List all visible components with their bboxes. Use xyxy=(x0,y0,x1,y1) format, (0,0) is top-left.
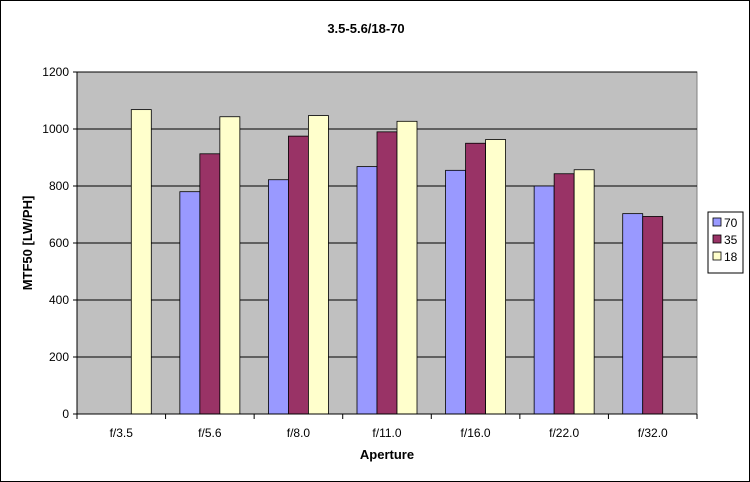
bar-18-f/8.0 xyxy=(308,115,329,415)
chart-title: 3.5-5.6/18-70 xyxy=(327,21,404,36)
bar-35-f/32.0 xyxy=(642,216,664,415)
x-tick-labels: f/3.5 f/5.6 f/8.0 f/11.0 f/16.0 f/22.0 f/32.0 xyxy=(76,414,698,440)
bar-18-f/5.6 xyxy=(219,116,241,415)
y-tick-label: 600 xyxy=(49,236,69,250)
x-tick-label: f/22.0 xyxy=(549,426,579,440)
y-tick-label: 200 xyxy=(49,350,69,364)
bar-18-f/16.0 xyxy=(485,139,506,415)
x-tick-label: f/5.6 xyxy=(198,426,222,440)
bar-70-f/8.0 xyxy=(268,179,289,415)
x-tick-label: f/11.0 xyxy=(372,426,401,440)
y-tick-labels: 0 200 400 600 800 1000 1200 xyxy=(42,65,77,421)
x-tick-label: f/32.0 xyxy=(638,426,668,440)
x-axis-title: Aperture xyxy=(360,447,414,462)
bar-70-f/16.0 xyxy=(445,169,466,415)
x-tick-label: f/8.0 xyxy=(287,426,311,440)
legend-swatch-18 xyxy=(712,251,722,261)
legend-label-18: 18 xyxy=(724,250,738,264)
y-tick-label: 400 xyxy=(49,293,69,307)
legend-label-70: 70 xyxy=(724,216,738,230)
bar-35-f/16.0 xyxy=(465,142,486,415)
bar-35-f/22.0 xyxy=(553,173,575,415)
bar-70-f/5.6 xyxy=(179,191,201,415)
legend-label-35: 35 xyxy=(724,233,738,247)
bar-18-f/3.5 xyxy=(130,109,152,415)
bar-70-f/11.0 xyxy=(356,166,378,415)
y-tick-label: 1200 xyxy=(42,65,69,79)
bar-35-f/11.0 xyxy=(376,131,398,415)
legend-swatch-70 xyxy=(712,217,722,227)
bar-70-f/22.0 xyxy=(533,185,555,415)
y-tick-label: 800 xyxy=(49,179,69,193)
bar-35-f/5.6 xyxy=(199,153,221,415)
legend-swatch-35 xyxy=(712,234,722,244)
x-tick-label: f/16.0 xyxy=(461,426,491,440)
y-axis-title: MTF50 [LW/PH] xyxy=(20,196,35,291)
legend: 70 35 18 xyxy=(707,211,744,274)
y-tick-label: 0 xyxy=(62,407,69,421)
y-tick-label: 1000 xyxy=(42,122,69,136)
x-tick-label: f/3.5 xyxy=(110,426,134,440)
bar-18-f/22.0 xyxy=(573,169,595,415)
bar-35-f/8.0 xyxy=(288,135,309,415)
bar-70-f/32.0 xyxy=(622,213,644,415)
bar-18-f/11.0 xyxy=(396,120,418,415)
bars xyxy=(130,109,664,415)
